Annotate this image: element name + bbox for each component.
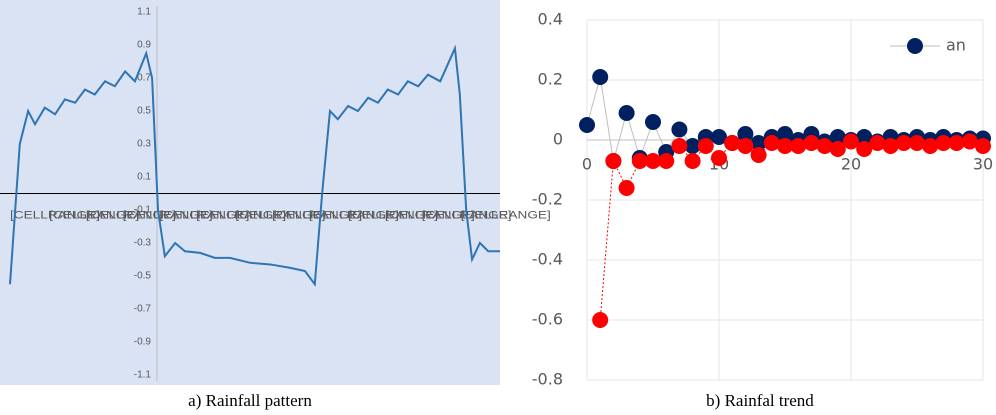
- point: [895, 135, 912, 151]
- y-tick-label: -1.1: [134, 370, 152, 381]
- x-tick-label: [CELLRANGE]: [461, 209, 551, 221]
- x-tick-label: [CELLRANGE]: [196, 209, 286, 221]
- x-tick-label: [CELLRANGE]: [272, 209, 362, 221]
- y-tick-label: -0.5: [134, 271, 152, 282]
- point: [882, 138, 899, 154]
- point: [631, 153, 648, 169]
- x-tick-label: [CELLRANGE]: [49, 209, 139, 221]
- point: [658, 153, 675, 169]
- point: [961, 133, 978, 150]
- y-tick-label: -0.2: [532, 190, 563, 209]
- y-tick-label: -0.8: [532, 370, 563, 389]
- caption: b) Rainfal trend: [706, 391, 814, 410]
- y-tick-label: 0: [553, 130, 563, 149]
- x-tick-label: [CELLRANGE]: [123, 209, 213, 221]
- y-tick-label: 0.7: [137, 73, 151, 84]
- y-tick-label: 0.2: [538, 70, 563, 89]
- plot-background: [0, 0, 500, 385]
- y-tick-label: -0.3: [134, 238, 152, 249]
- point: [737, 138, 754, 154]
- legend-marker: [907, 38, 923, 54]
- point: [592, 312, 609, 328]
- point: [684, 138, 701, 154]
- point: [618, 105, 635, 121]
- y-tick-label: 0.4: [538, 10, 563, 29]
- point: [790, 138, 807, 154]
- x-tick-label: 30: [973, 155, 993, 174]
- y-tick-label: 1.1: [137, 7, 151, 18]
- y-tick-label: -0.1: [134, 205, 152, 216]
- point: [829, 141, 846, 157]
- x-tick-label: [CELLRANGE]: [309, 209, 399, 221]
- point: [856, 141, 873, 157]
- y-tick-label: 0.5: [137, 106, 151, 117]
- point: [645, 153, 661, 169]
- point: [948, 135, 965, 151]
- point: [856, 129, 873, 145]
- y-tick-label: 0.9: [137, 40, 151, 51]
- point: [750, 135, 767, 151]
- point: [763, 135, 780, 151]
- y-tick-label: 0.1: [137, 172, 151, 183]
- caption: a) Rainfall pattern: [188, 391, 312, 410]
- point: [869, 135, 886, 151]
- point: [592, 69, 609, 85]
- point: [618, 180, 635, 196]
- point: [975, 138, 991, 154]
- x-tick-label: [CELLRANGE]: [235, 209, 325, 221]
- line-series: [9, 44, 500, 287]
- y-tick-label: -0.6: [532, 310, 563, 329]
- point: [750, 147, 767, 163]
- point: [579, 117, 595, 133]
- x-tick-label: 0: [582, 155, 592, 174]
- connector-line: [599, 140, 984, 321]
- point: [671, 121, 688, 138]
- point: [711, 129, 727, 145]
- point: [645, 114, 661, 130]
- x-tick-label: [CELLRANGE]: [348, 209, 438, 221]
- point: [803, 135, 820, 151]
- legend-label: an: [946, 36, 966, 55]
- point: [777, 138, 793, 154]
- point: [737, 126, 754, 142]
- point: [829, 129, 846, 145]
- point: [605, 153, 622, 169]
- point: [711, 150, 727, 166]
- y-tick-label: -0.7: [134, 304, 152, 315]
- x-tick-label: 20: [841, 155, 861, 174]
- x-tick-label: [CELLRANGE]: [86, 209, 176, 221]
- point: [922, 138, 939, 154]
- point: [935, 135, 952, 151]
- x-tick-label: [CELLRANGE]: [159, 209, 249, 221]
- point: [697, 138, 714, 154]
- point: [909, 135, 925, 151]
- point: [671, 138, 688, 154]
- y-tick-label: 0.3: [137, 139, 151, 150]
- point: [777, 126, 793, 142]
- x-tick-label: [CELLRANGE]: [10, 209, 100, 221]
- point: [684, 153, 701, 169]
- x-tick-label: [CELLRANGE]: [385, 209, 475, 221]
- point: [816, 138, 833, 154]
- point: [724, 135, 741, 151]
- y-tick-label: -0.4: [532, 250, 563, 269]
- point: [843, 133, 859, 150]
- y-tick-label: -0.9: [134, 337, 152, 348]
